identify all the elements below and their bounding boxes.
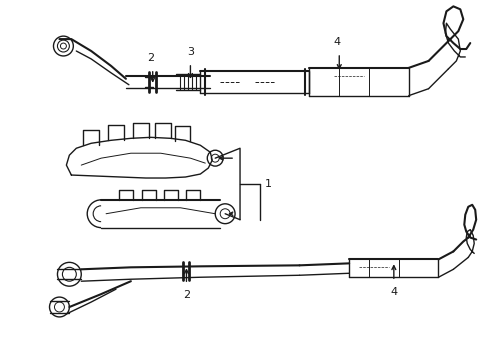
- Text: 4: 4: [333, 37, 340, 47]
- Text: 2: 2: [183, 290, 190, 300]
- Text: 3: 3: [186, 47, 194, 57]
- Text: 4: 4: [389, 287, 397, 297]
- Text: 1: 1: [264, 179, 271, 189]
- Text: 2: 2: [147, 53, 154, 63]
